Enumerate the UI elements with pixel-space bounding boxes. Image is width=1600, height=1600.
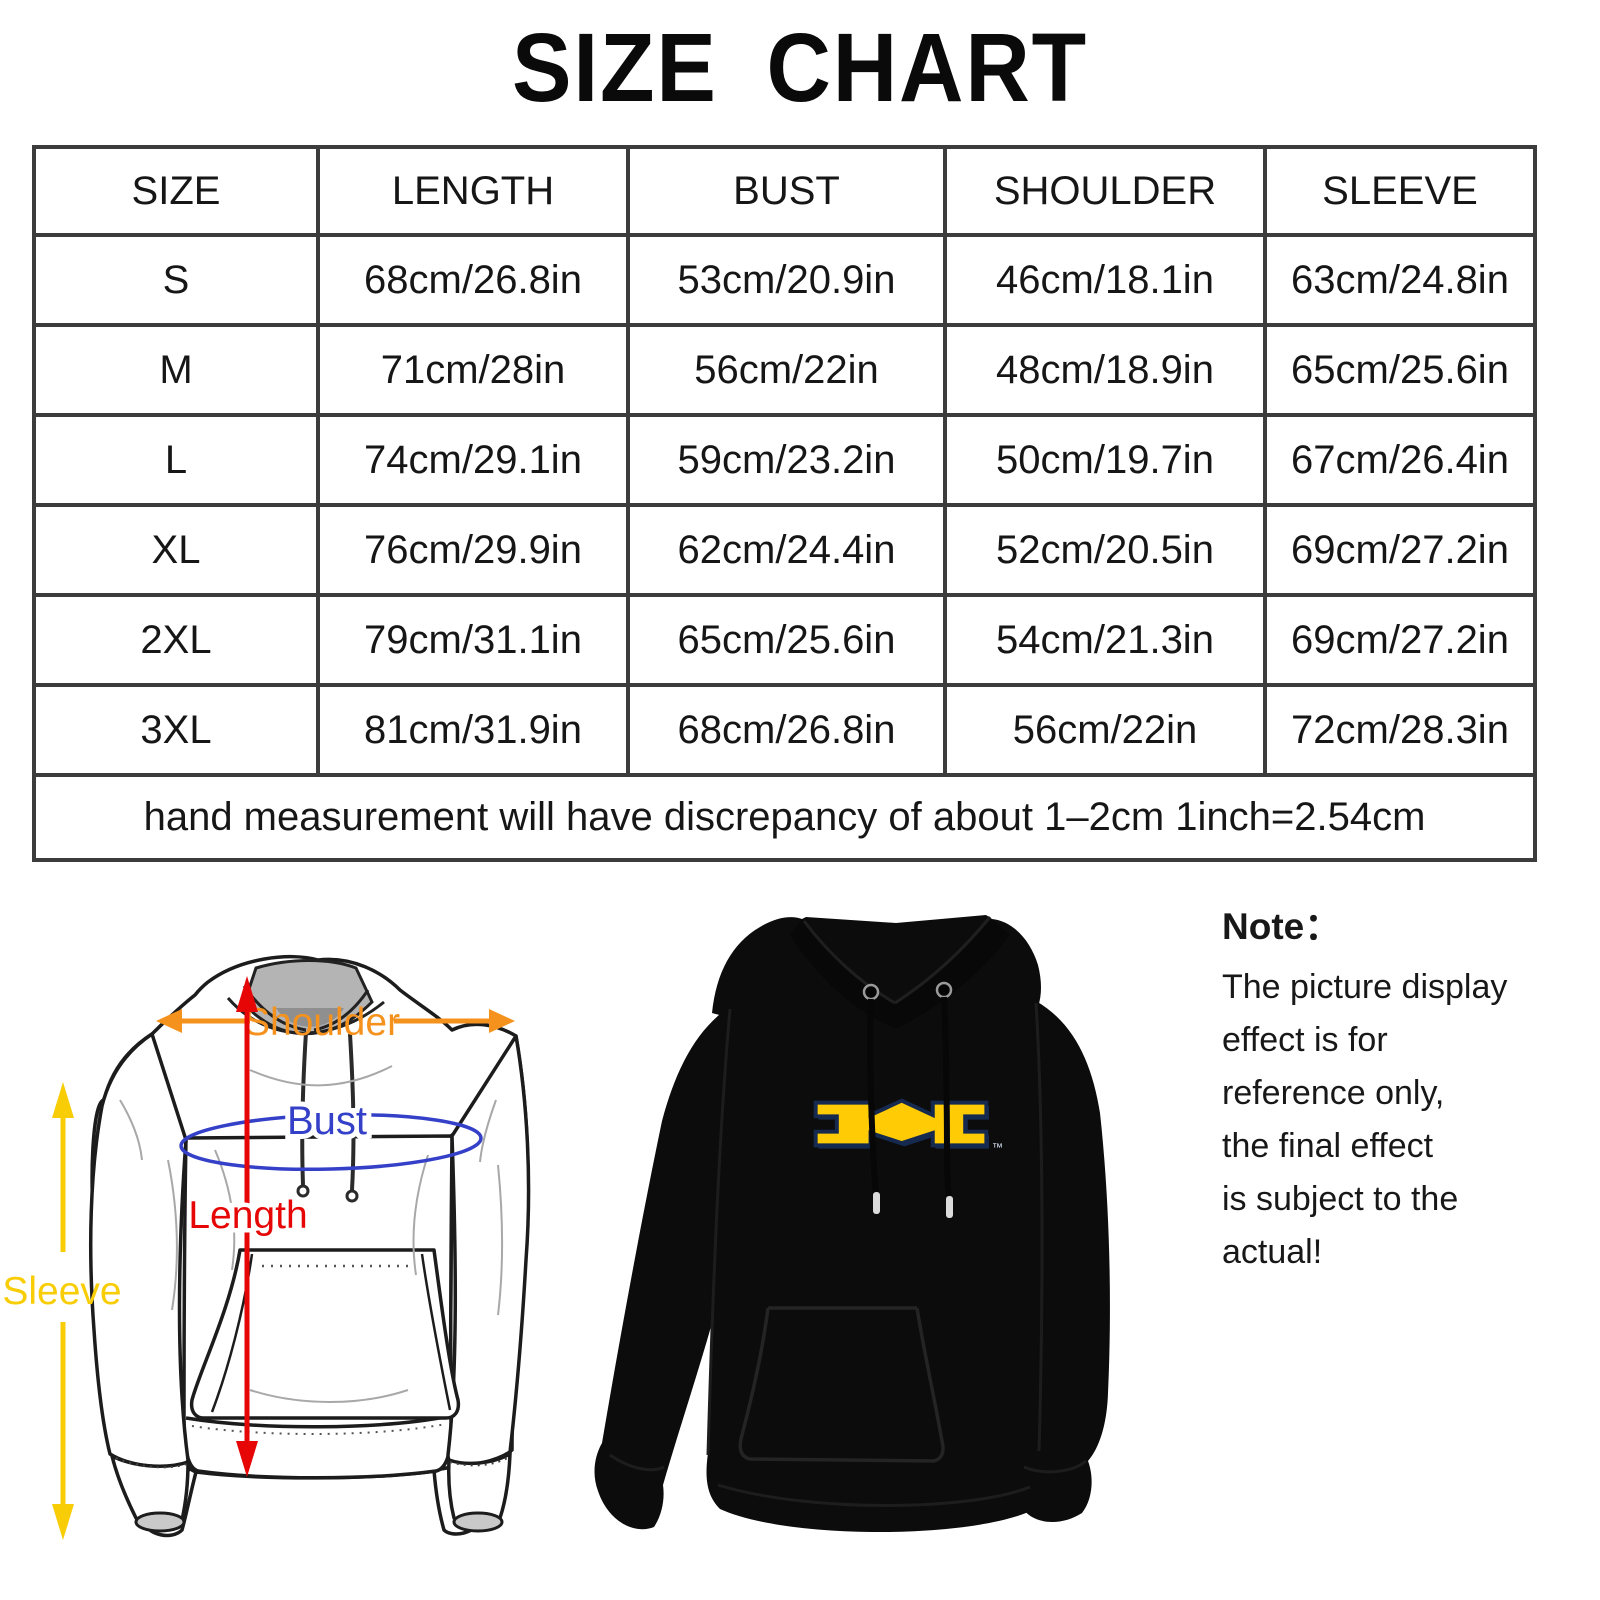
note-line: the final effect — [1222, 1127, 1434, 1165]
hem-band-top — [185, 1414, 451, 1429]
kangaroo-pocket — [189, 1248, 461, 1420]
right-cuff-opening — [452, 1511, 504, 1533]
table-cell: 62cm/24.4in — [630, 507, 943, 593]
black-hoodie-product: ™ — [594, 915, 1110, 1533]
table-cell: 68cm/26.8in — [320, 237, 626, 323]
black-drawstring-left — [867, 998, 879, 1194]
left-cuff-stitch — [115, 1457, 188, 1469]
table-cell: 56cm/22in — [630, 327, 943, 413]
sleeve-measure-arrow: Sleeve — [2, 1082, 122, 1540]
bust-label: Bust — [287, 1099, 367, 1143]
column-header-bust: BUST — [630, 149, 943, 233]
table-cell: 2XL — [36, 597, 316, 683]
table-cell: 67cm/26.4in — [1267, 417, 1533, 503]
sleeve-label: Sleeve — [2, 1270, 121, 1313]
note-line: reference only, — [1222, 1074, 1445, 1112]
white-hoodie-measurement-diagram: Shoulder Bust Length Sleeve — [2, 954, 531, 1540]
right-aglet — [946, 1196, 953, 1218]
black-hoodie-hood-front — [790, 919, 1010, 1029]
left-eyelet — [862, 983, 880, 1001]
column-header-sleeve: SLEEVE — [1267, 149, 1533, 233]
left-aglet — [873, 1192, 880, 1214]
table-cell: XL — [36, 507, 316, 593]
drawstring-right — [348, 1033, 356, 1191]
black-hoodie-right-sleeve — [992, 1001, 1110, 1522]
table-cell: 46cm/18.1in — [947, 237, 1263, 323]
table-cell: 56cm/22in — [947, 687, 1263, 773]
hem-stitch — [191, 1423, 447, 1436]
note-block: Note： The picture display effect is for … — [1222, 900, 1592, 1279]
column-header-length: LENGTH — [320, 149, 626, 233]
table-cell: 76cm/29.9in — [320, 507, 626, 593]
length-label: Length — [188, 1194, 307, 1237]
table-cell: 54cm/21.3in — [947, 597, 1263, 683]
note-line: actual! — [1222, 1233, 1323, 1271]
black-hoodie-hood — [712, 915, 1041, 1029]
pocket-opening-right — [420, 1253, 452, 1411]
black-pocket-seams — [738, 1306, 945, 1463]
hood-fold-right — [894, 916, 992, 1005]
column-header-size: SIZE — [36, 149, 316, 233]
table-cell: 79cm/31.1in — [320, 597, 626, 683]
table-cell: M — [36, 327, 316, 413]
note-line: is subject to the — [1222, 1180, 1459, 1218]
measurement-disclaimer: hand measurement will have discrepancy o… — [36, 777, 1533, 858]
shoulder-measure-arrow: Shoulder — [156, 1001, 515, 1044]
table-cell: 52cm/20.5in — [947, 507, 1263, 593]
black-drawstring-right — [941, 996, 952, 1198]
length-measure-arrow: Length — [184, 976, 312, 1477]
black-hoodie-body — [706, 1001, 1045, 1533]
black-hoodie-left-sleeve — [594, 1005, 732, 1530]
table-cell: 71cm/28in — [320, 327, 626, 413]
wrinkle-lines — [119, 1065, 504, 1403]
table-cell: 48cm/18.9in — [947, 327, 1263, 413]
note-line: The picture display — [1222, 968, 1508, 1006]
table-cell: 53cm/20.9in — [630, 237, 943, 323]
logo-m-shape — [813, 1098, 989, 1148]
table-cell: 74cm/29.1in — [320, 417, 626, 503]
shoulder-label: Shoulder — [244, 1001, 400, 1044]
table-cell: 72cm/28.3in — [1267, 687, 1533, 773]
size-chart-table: SIZE LENGTH BUST SHOULDER SLEEVE S 68cm/… — [32, 145, 1537, 862]
bust-measure-ellipse: Bust — [179, 1094, 483, 1172]
table-cell: 65cm/25.6in — [1267, 327, 1533, 413]
table-cell: 69cm/27.2in — [1267, 507, 1533, 593]
drawstring-left — [300, 1031, 308, 1186]
table-cell: 69cm/27.2in — [1267, 597, 1533, 683]
trademark-mark: ™ — [992, 1142, 1003, 1154]
page-title: SIZE CHART — [512, 13, 1088, 122]
table-cell: 65cm/25.6in — [630, 597, 943, 683]
table-cell: 59cm/23.2in — [630, 417, 943, 503]
team-logo-m — [813, 1098, 990, 1149]
table-cell: 63cm/24.8in — [1267, 237, 1533, 323]
table-cell: S — [36, 237, 316, 323]
left-cuff-opening — [134, 1511, 186, 1533]
column-header-shoulder: SHOULDER — [947, 149, 1263, 233]
table-cell: L — [36, 417, 316, 503]
seam-lines — [609, 1002, 1087, 1507]
note-title: Note： — [1222, 906, 1342, 947]
table-cell: 81cm/31.9in — [320, 687, 626, 773]
hood-interior-shadow — [276, 1008, 344, 1027]
hoodie-left-sleeve — [88, 1032, 190, 1469]
drawstring-right-knot — [345, 1189, 359, 1203]
table-cell: 50cm/19.7in — [947, 417, 1263, 503]
hood-fold-left — [802, 920, 896, 1005]
hood-interior — [242, 959, 374, 1036]
right-eyelet — [935, 981, 953, 999]
table-cell: 3XL — [36, 687, 316, 773]
table-cell: 68cm/26.8in — [630, 687, 943, 773]
note-line: effect is for — [1222, 1021, 1388, 1059]
drawstring-left-knot — [296, 1184, 310, 1198]
